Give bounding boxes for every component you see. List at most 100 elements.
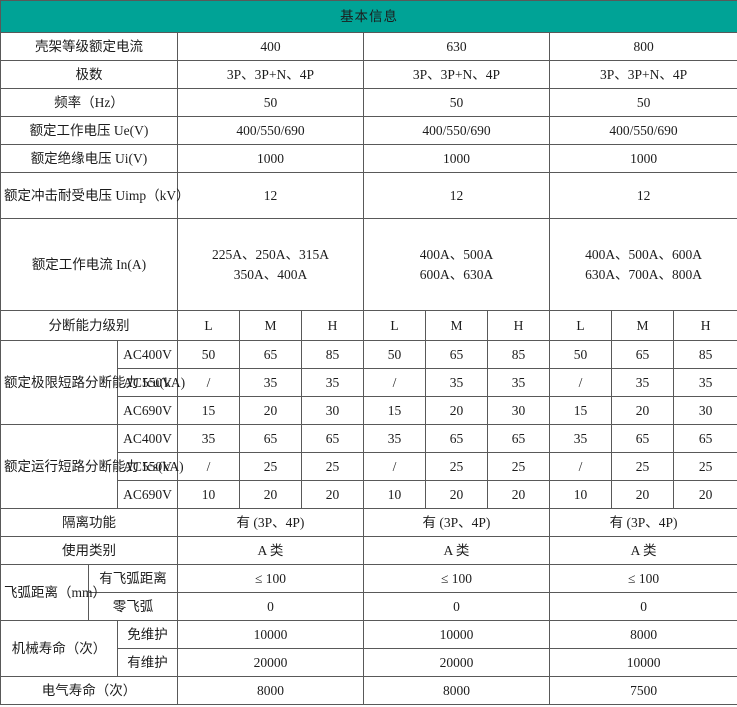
table-row-breaking-class: 分断能力级别 L M H L M H L M H xyxy=(0,310,737,341)
cell-mech-free-630: 10000 xyxy=(363,620,550,649)
sub-label-maintained: 有维护 xyxy=(117,648,178,677)
cell-isolation-400: 有 (3P、4P) xyxy=(177,508,364,537)
cell-working-voltage-630: 400/550/690 xyxy=(363,116,550,145)
grade-header-1: L xyxy=(177,310,240,341)
sub-label-maintenance-free: 免维护 xyxy=(117,620,178,649)
row-label-utilization: 使用类别 xyxy=(0,536,178,565)
cell-arc-with-400: ≤ 100 xyxy=(177,564,364,593)
cell-working-voltage-400: 400/550/690 xyxy=(177,116,364,145)
cell-frequency-800: 50 xyxy=(548,88,737,117)
sub-label-ics-ac400v: AC400V xyxy=(117,424,178,453)
cell-poles-630: 3P、3P+N、4P xyxy=(363,60,550,89)
cell-frame-rating-400: 400 xyxy=(177,32,364,61)
table-row-icu-ac400v: 额定极限短路分断能力 Icu(kA) AC400V 50 65 85 50 65… xyxy=(0,340,737,425)
cell-rated-current-630: 400A、500A 600A、630A xyxy=(363,218,550,311)
cell-ics-ac550v-3: 25 xyxy=(301,452,364,481)
row-label-icu: 额定极限短路分断能力 Icu(kA) xyxy=(0,340,185,425)
cell-electrical-life-400: 8000 xyxy=(177,676,364,705)
row-label-ics: 额定运行短路分断能力 Ics(kA) xyxy=(0,424,184,509)
table-row-utilization: 使用类别 A 类 A 类 A 类 xyxy=(0,536,737,565)
grade-header-9: H xyxy=(672,310,737,341)
row-label-poles: 极数 xyxy=(0,60,178,89)
cell-poles-800: 3P、3P+N、4P xyxy=(548,60,737,89)
cell-icu-ac550v-6: 35 xyxy=(487,368,550,397)
cell-ics-ac400v-2: 65 xyxy=(239,424,302,453)
cell-icu-ac690v-6: 30 xyxy=(487,396,550,425)
cell-icu-ac400v-9: 85 xyxy=(672,340,737,369)
cell-ics-ac400v-8: 65 xyxy=(611,424,674,453)
cell-ics-ac550v-5: 25 xyxy=(425,452,488,481)
cell-arc-zero-630: 0 xyxy=(363,592,550,621)
cell-ics-ac550v-7: / xyxy=(549,452,612,481)
cell-impulse-voltage-800: 12 xyxy=(548,172,737,219)
rated-current-800-line2: 630A、700A、800A xyxy=(585,266,703,282)
cell-icu-ac550v-8: 35 xyxy=(611,368,674,397)
cell-ics-ac690v-7: 10 xyxy=(549,480,612,509)
cell-icu-ac400v-2: 65 xyxy=(239,340,302,369)
cell-ics-ac690v-2: 20 xyxy=(239,480,302,509)
table-row-impulse-voltage: 额定冲击耐受电压 Uimp（kV） 12 12 12 xyxy=(0,172,737,219)
cell-impulse-voltage-400: 12 xyxy=(177,172,364,219)
grade-header-2: M xyxy=(239,310,302,341)
cell-ics-ac550v-6: 25 xyxy=(487,452,550,481)
cell-electrical-life-630: 8000 xyxy=(363,676,550,705)
grade-header-6: H xyxy=(487,310,550,341)
cell-ics-ac690v-3: 20 xyxy=(301,480,364,509)
sub-label-arc-zero: 零飞弧 xyxy=(88,592,178,621)
table-row-ics-ac400v: 额定运行短路分断能力 Ics(kA) AC400V 35 65 65 35 65… xyxy=(0,424,737,509)
cell-ics-ac690v-6: 20 xyxy=(487,480,550,509)
cell-icu-ac400v-1: 50 xyxy=(177,340,240,369)
table-row-icu-ac690v: AC690V 15 20 30 15 20 30 15 20 30 xyxy=(1,396,737,425)
cell-icu-ac400v-5: 65 xyxy=(425,340,488,369)
cell-icu-ac400v-6: 85 xyxy=(487,340,550,369)
cell-icu-ac690v-9: 30 xyxy=(672,396,737,425)
cell-utilization-400: A 类 xyxy=(177,536,364,565)
rated-current-630-line2: 600A、630A xyxy=(419,266,494,282)
table-row-mechanical-life-free: 机械寿命（次） 免维护 10000 10000 8000 xyxy=(0,620,737,677)
table-row-working-voltage: 额定工作电压 Ue(V) 400/550/690 400/550/690 400… xyxy=(0,116,737,145)
cell-ics-ac690v-4: 10 xyxy=(363,480,426,509)
cell-ics-ac550v-9: 25 xyxy=(672,452,737,481)
cell-icu-ac690v-1: 15 xyxy=(177,396,240,425)
row-label-working-voltage: 额定工作电压 Ue(V) xyxy=(0,116,178,145)
row-label-mechanical-life: 机械寿命（次） xyxy=(0,620,118,677)
grade-header-5: M xyxy=(425,310,488,341)
row-label-impulse-voltage: 额定冲击耐受电压 Uimp（kV） xyxy=(0,172,190,219)
cell-ics-ac550v-8: 25 xyxy=(611,452,674,481)
cell-ics-ac690v-8: 20 xyxy=(611,480,674,509)
sub-label-icu-ac690v: AC690V xyxy=(117,396,178,425)
table-row-icu-ac550v: AC550V / 35 35 / 35 35 / 35 35 xyxy=(1,368,737,397)
table-row-electrical-life: 电气寿命（次） 8000 8000 7500 xyxy=(0,676,737,705)
cell-icu-ac550v-3: 35 xyxy=(301,368,364,397)
cell-poles-400: 3P、3P+N、4P xyxy=(177,60,364,89)
cell-insulation-voltage-400: 1000 xyxy=(177,144,364,173)
table-row-poles: 极数 3P、3P+N、4P 3P、3P+N、4P 3P、3P+N、4P xyxy=(0,60,737,89)
cell-mech-free-400: 10000 xyxy=(177,620,364,649)
cell-mech-maintained-630: 20000 xyxy=(363,648,550,677)
cell-icu-ac550v-5: 35 xyxy=(425,368,488,397)
grade-header-7: L xyxy=(549,310,612,341)
table-row-insulation-voltage: 额定绝缘电压 Ui(V) 1000 1000 1000 xyxy=(0,144,737,173)
table-row-mechanical-life-maintained: 有维护 20000 20000 10000 xyxy=(1,648,737,677)
cell-icu-ac550v-7: / xyxy=(549,368,612,397)
cell-ics-ac550v-2: 25 xyxy=(239,452,302,481)
cell-rated-current-400: 225A、250A、315A 350A、400A xyxy=(177,218,364,311)
cell-icu-ac690v-4: 15 xyxy=(363,396,426,425)
rated-current-800-line1: 400A、500A、600A xyxy=(585,246,703,262)
cell-arc-zero-800: 0 xyxy=(548,592,737,621)
sub-label-ics-ac690v: AC690V xyxy=(117,480,178,509)
row-label-insulation-voltage: 额定绝缘电压 Ui(V) xyxy=(0,144,178,173)
cell-frame-rating-630: 630 xyxy=(363,32,550,61)
cell-electrical-life-800: 7500 xyxy=(548,676,737,705)
table-row-isolation: 隔离功能 有 (3P、4P) 有 (3P、4P) 有 (3P、4P) xyxy=(0,508,737,537)
cell-frequency-400: 50 xyxy=(177,88,364,117)
cell-isolation-800: 有 (3P、4P) xyxy=(548,508,737,537)
cell-icu-ac550v-2: 35 xyxy=(239,368,302,397)
cell-frame-rating-800: 800 xyxy=(548,32,737,61)
table-row-rated-current: 额定工作电流 In(A) 225A、250A、315A 350A、400A 40… xyxy=(0,218,737,311)
cell-ics-ac550v-1: / xyxy=(177,452,240,481)
rated-current-630-line1: 400A、500A xyxy=(419,246,494,262)
cell-working-voltage-800: 400/550/690 xyxy=(548,116,737,145)
cell-arc-with-800: ≤ 100 xyxy=(548,564,737,593)
